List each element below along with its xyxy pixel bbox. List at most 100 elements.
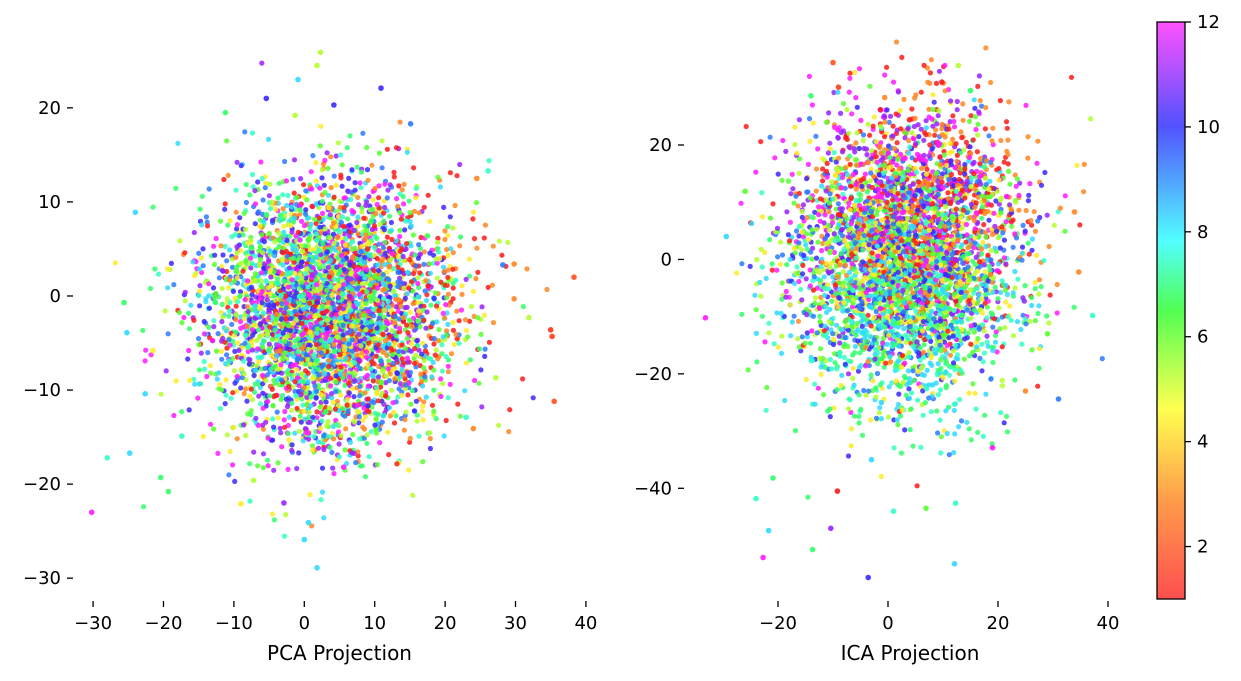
scatter-point (208, 370, 214, 376)
scatter-point (285, 322, 291, 329)
scatter-point (256, 209, 262, 215)
scatter-point (242, 129, 248, 135)
scatter-point (241, 391, 247, 397)
scatter-point (241, 210, 247, 216)
scatter-point (401, 285, 407, 291)
scatter-point (321, 362, 327, 368)
scatter-point (277, 348, 283, 354)
scatter-point (406, 467, 412, 473)
scatter-point (303, 211, 309, 217)
scatter-point (408, 243, 414, 249)
scatter-point (354, 286, 360, 292)
scatter-point (216, 370, 222, 376)
scatter-point (377, 384, 384, 390)
scatter-point (511, 261, 517, 267)
scatter-point (249, 327, 256, 333)
scatter-point (394, 461, 400, 467)
scatter-point (361, 259, 368, 265)
scatter-point (376, 195, 382, 201)
scatter-point (397, 119, 403, 125)
scatter-point (1004, 413, 1010, 419)
scatter-point (313, 388, 320, 394)
scatter-point (281, 223, 287, 229)
scatter-point (339, 252, 345, 258)
scatter-point (333, 389, 339, 395)
scatter-point (471, 236, 478, 242)
scatter-point (181, 314, 187, 321)
scatter-point (304, 394, 310, 400)
scatter-point (269, 199, 275, 205)
scatter-point (191, 317, 197, 323)
scatter-point (336, 229, 342, 235)
scatter-point (236, 347, 242, 353)
scatter-point (263, 278, 269, 284)
scatter-point (341, 231, 347, 237)
scatter-point (218, 309, 224, 316)
scatter-point (470, 425, 477, 432)
scatter-point (417, 270, 423, 276)
scatter-point (282, 158, 288, 165)
scatter-point (303, 275, 309, 281)
scatter-point (369, 359, 375, 365)
scatter-point (243, 199, 249, 206)
scatter-point (274, 409, 280, 415)
scatter-point (279, 444, 285, 450)
scatter-point (217, 405, 224, 412)
scatter-point (499, 252, 505, 258)
scatter-point (321, 446, 327, 453)
scatter-point (384, 352, 390, 358)
scatter-point (358, 185, 364, 191)
scatter-point (307, 419, 313, 425)
scatter-point (234, 373, 240, 380)
scatter-point (370, 378, 376, 384)
scatter-point (856, 66, 863, 72)
scatter-point (278, 430, 284, 436)
scatter-point (261, 310, 267, 316)
scatter-point (219, 301, 225, 308)
scatter-point (282, 408, 288, 415)
scatter-point (386, 358, 392, 364)
scatter-point (234, 268, 240, 274)
scatter-point (386, 405, 393, 411)
scatter-point (506, 429, 512, 435)
scatter-point (332, 348, 338, 354)
scatter-point (260, 250, 266, 256)
scatter-point (299, 218, 305, 224)
scatter-point (366, 454, 372, 460)
scatter-point (298, 176, 304, 182)
scatter-point (324, 422, 330, 429)
scatter-point (376, 183, 382, 189)
scatter-point (337, 269, 343, 275)
scatter-point (404, 291, 410, 297)
scatter-point (240, 268, 246, 274)
scatter-point (433, 303, 440, 309)
scatter-point (213, 348, 220, 354)
scatter-point (395, 349, 401, 355)
scatter-point (319, 320, 325, 326)
scatter-point (475, 315, 481, 321)
scatter-point (267, 248, 273, 254)
scatter-point (326, 405, 332, 411)
scatter-point (445, 363, 451, 369)
scatter-point (450, 285, 456, 291)
scatter-point (321, 515, 327, 521)
scatter-point (890, 123, 896, 129)
scatter-point (918, 444, 924, 450)
scatter-point (322, 226, 328, 232)
scatter-point (500, 262, 506, 268)
scatter-point (489, 282, 495, 288)
scatter-point (379, 138, 385, 144)
scatter-point (188, 302, 194, 308)
scatter-point (247, 461, 253, 467)
scatter-point (323, 331, 329, 337)
scatter-point (485, 168, 491, 174)
scatter-point (269, 386, 275, 392)
scatter-point (257, 256, 264, 262)
scatter-point (544, 286, 550, 293)
scatter-point (779, 252, 786, 258)
x-axis-title: PCA Projection (267, 641, 412, 665)
scatter-point (104, 455, 110, 461)
scatter-point (271, 517, 277, 523)
scatter-point (421, 249, 427, 255)
scatter-point (341, 205, 347, 211)
